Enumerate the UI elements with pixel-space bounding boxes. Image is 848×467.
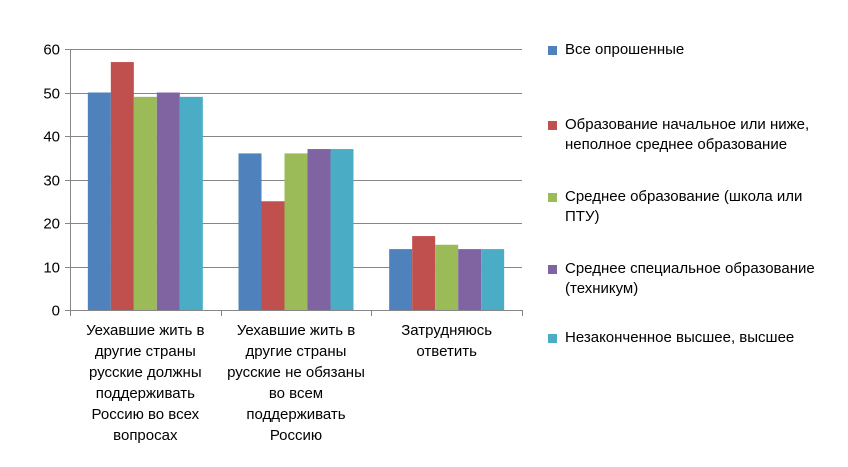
category-label: Уехавшие жить в другие страны русские долж… xyxy=(86,322,204,444)
category-label-line: поддерживать xyxy=(96,385,195,402)
legend-swatch xyxy=(548,46,557,55)
category-label-line: другие страны xyxy=(95,343,196,360)
category-label-line: Уехавшие жить в xyxy=(86,322,204,339)
bar xyxy=(284,153,308,310)
y-tick-label: 40 xyxy=(43,129,60,146)
category-label-line: вопросах xyxy=(113,427,178,444)
legend-label: Образование начальное или ниже, неполное… xyxy=(565,116,810,153)
bar xyxy=(156,92,180,310)
bar xyxy=(458,249,482,310)
y-tick-label: 60 xyxy=(43,42,60,59)
bar xyxy=(87,92,111,310)
category-label-line: поддерживать xyxy=(246,406,345,423)
legend-swatch xyxy=(548,193,557,202)
y-tick-label: 20 xyxy=(43,216,60,233)
bar xyxy=(179,96,203,310)
bar xyxy=(330,149,354,310)
legend-label: Среднее специальное образование (технику… xyxy=(565,260,815,297)
bar xyxy=(261,201,285,310)
legend-label: Незаконченное высшее, высшее xyxy=(565,329,795,346)
y-tick-label: 0 xyxy=(52,303,60,320)
bar xyxy=(133,96,157,310)
legend-label: Среднее образование (школа или ПТУ) xyxy=(565,188,803,225)
category-label-line: Россию во всех xyxy=(92,406,200,423)
legend-label: Все опрошенные xyxy=(565,41,685,58)
y-tick-label: 10 xyxy=(43,260,60,277)
category-label-line: Россию xyxy=(270,427,322,444)
y-tick-labels: 0 10 20 30 40 50 60 xyxy=(43,42,60,320)
category-labels: Уехавшие жить в другие страны русские долж… xyxy=(86,322,492,444)
bar xyxy=(110,62,134,310)
bars xyxy=(87,62,505,310)
bar xyxy=(412,236,436,310)
y-tick-label: 30 xyxy=(43,173,60,190)
category-label-line: во всем xyxy=(269,385,323,402)
y-tick-label: 50 xyxy=(43,86,60,103)
category-label-line: ответить xyxy=(416,343,477,360)
category-label-line: русские должны xyxy=(89,364,202,381)
category-label-line: русские не обязаны xyxy=(227,364,365,381)
bar xyxy=(481,249,505,310)
legend-swatch xyxy=(548,265,557,274)
bar xyxy=(435,244,459,310)
category-label-line: Уехавшие жить в xyxy=(237,322,355,339)
bar xyxy=(238,153,262,310)
bar xyxy=(307,149,331,310)
category-label: Уехавшие жить в другие страны русские не о… xyxy=(227,322,365,444)
legend-swatch xyxy=(548,121,557,130)
category-label: Затрудняюсь ответить xyxy=(401,322,492,360)
category-label-line: Затрудняюсь xyxy=(401,322,492,339)
legend-swatch xyxy=(548,334,557,343)
axes xyxy=(65,49,523,316)
category-label-line: другие страны xyxy=(246,343,347,360)
bar xyxy=(389,249,413,310)
